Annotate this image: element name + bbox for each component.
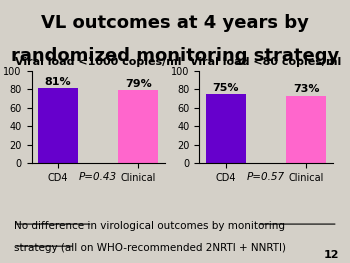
Text: VL outcomes at 4 years by: VL outcomes at 4 years by [41, 14, 309, 32]
Text: 81%: 81% [44, 77, 71, 87]
Text: strategy (all on WHO-recommended 2NRTI + NNRTI): strategy (all on WHO-recommended 2NRTI +… [14, 243, 286, 253]
Text: 79%: 79% [125, 79, 152, 89]
Text: Viral load <80 copies/ml: Viral load <80 copies/ml [190, 57, 342, 67]
Text: 75%: 75% [212, 83, 239, 93]
Text: 12: 12 [324, 250, 340, 260]
Bar [286, 96, 327, 163]
Bar [37, 88, 78, 163]
Text: No difference in virological outcomes by monitoring: No difference in virological outcomes by… [14, 221, 285, 231]
Bar [205, 94, 246, 163]
Text: randomized monitoring strategy: randomized monitoring strategy [11, 47, 339, 65]
Text: Viral load <1000 copies/ml: Viral load <1000 copies/ml [15, 57, 181, 67]
Bar [118, 90, 159, 163]
Text: 73%: 73% [293, 84, 320, 94]
Text: P=0.57: P=0.57 [247, 172, 285, 182]
Text: P=0.43: P=0.43 [79, 172, 117, 182]
